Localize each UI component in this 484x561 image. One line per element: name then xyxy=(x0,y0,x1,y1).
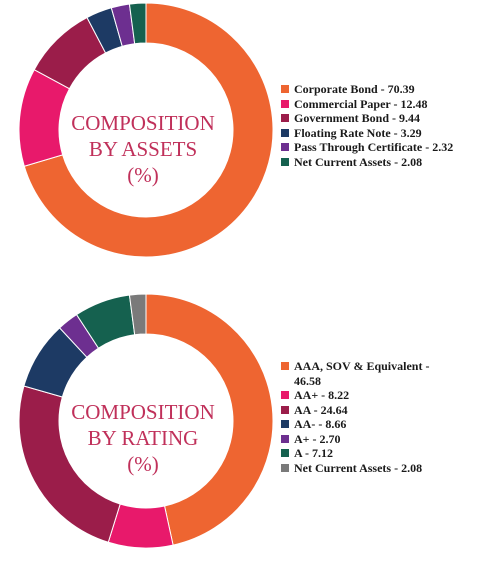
legend-label: AAA, SOV & Equivalent - 46.58 xyxy=(294,359,430,388)
legend-item-a: A - 7.12 xyxy=(281,446,454,461)
assets-center-title-line-3: (%) xyxy=(127,163,158,187)
legend-swatch xyxy=(281,114,289,122)
assets-legend: Corporate Bond - 70.39 Commercial Paper -… xyxy=(281,82,453,169)
legend-swatch xyxy=(281,405,289,414)
legend-swatch xyxy=(281,362,289,370)
legend-label: AA- - 8.66 xyxy=(294,417,347,431)
composition-by-assets-panel: COMPOSITION BY ASSETS (%) Corporate Bond… xyxy=(0,0,484,270)
assets-donut-chart: COMPOSITION BY ASSETS (%) xyxy=(18,2,274,258)
legend-label: AA+ - 8.22 xyxy=(294,388,350,402)
composition-by-rating-panel: COMPOSITION BY RATING (%) AAA, SOV & Equ… xyxy=(0,288,484,561)
legend-item-commercial-paper: Commercial Paper - 12.48 xyxy=(281,97,453,112)
legend-swatch xyxy=(281,434,289,443)
legend-item-net-current-assets: Net Current Assets - 2.08 xyxy=(281,155,453,170)
legend-item-aa: AA - 24.64 xyxy=(281,403,454,418)
legend-label: AA - 24.64 xyxy=(294,402,348,417)
legend-item-aa: AA- - 8.66 xyxy=(281,417,454,432)
legend-swatch xyxy=(281,143,289,151)
legend-item-a: A+ - 2.70 xyxy=(281,432,454,447)
legend-label: Government Bond - 9.44 xyxy=(294,111,420,125)
legend-label: A - 7.12 xyxy=(294,446,333,460)
slice-net-current-assets xyxy=(128,293,147,336)
rating-center-title-line-3: (%) xyxy=(127,452,158,476)
legend-swatch xyxy=(281,99,289,108)
slice-corporate-bond xyxy=(23,2,274,258)
legend-swatch xyxy=(281,449,289,457)
legend-item-floating-rate-note: Floating Rate Note - 3.29 xyxy=(281,126,453,141)
legend-item-net-current-assets: Net Current Assets - 2.08 xyxy=(281,461,454,476)
rating-donut-chart: COMPOSITION BY RATING (%) xyxy=(18,293,274,549)
assets-center-title-line-1: COMPOSITION xyxy=(71,111,215,135)
slice-net-current-assets xyxy=(128,2,147,45)
legend-label: Corporate Bond - 70.39 xyxy=(294,82,415,96)
rating-center-title-line-2: BY RATING xyxy=(88,426,199,450)
legend-label: Floating Rate Note - 3.29 xyxy=(294,125,422,140)
legend-swatch xyxy=(281,128,289,137)
legend-label: Net Current Assets - 2.08 xyxy=(294,154,423,169)
legend-item-pass-through-certificate: Pass Through Certificate - 2.32 xyxy=(281,140,453,155)
legend-label: Pass Through Certificate - 2.32 xyxy=(294,140,454,154)
legend-label: Commercial Paper - 12.48 xyxy=(294,96,428,111)
legend-label: Net Current Assets - 2.08 xyxy=(294,460,423,475)
assets-center-title-line-2: BY ASSETS xyxy=(89,137,197,161)
legend-swatch xyxy=(281,391,289,399)
legend-item-aaa-sov-equivalent: AAA, SOV & Equivalent - 46.58 xyxy=(281,359,454,388)
slice-aaa-sov-equivalent xyxy=(145,293,274,546)
legend-swatch xyxy=(281,420,289,428)
legend-item-aa: AA+ - 8.22 xyxy=(281,388,454,403)
rating-legend: AAA, SOV & Equivalent - 46.58 AA+ - 8.22 A… xyxy=(281,359,454,475)
rating-center-title-line-1: COMPOSITION xyxy=(71,400,215,424)
legend-swatch xyxy=(281,85,289,93)
legend-item-government-bond: Government Bond - 9.44 xyxy=(281,111,453,126)
legend-label: A+ - 2.70 xyxy=(294,431,341,446)
legend-swatch xyxy=(281,463,289,472)
legend-item-corporate-bond: Corporate Bond - 70.39 xyxy=(281,82,453,97)
legend-swatch xyxy=(281,157,289,166)
